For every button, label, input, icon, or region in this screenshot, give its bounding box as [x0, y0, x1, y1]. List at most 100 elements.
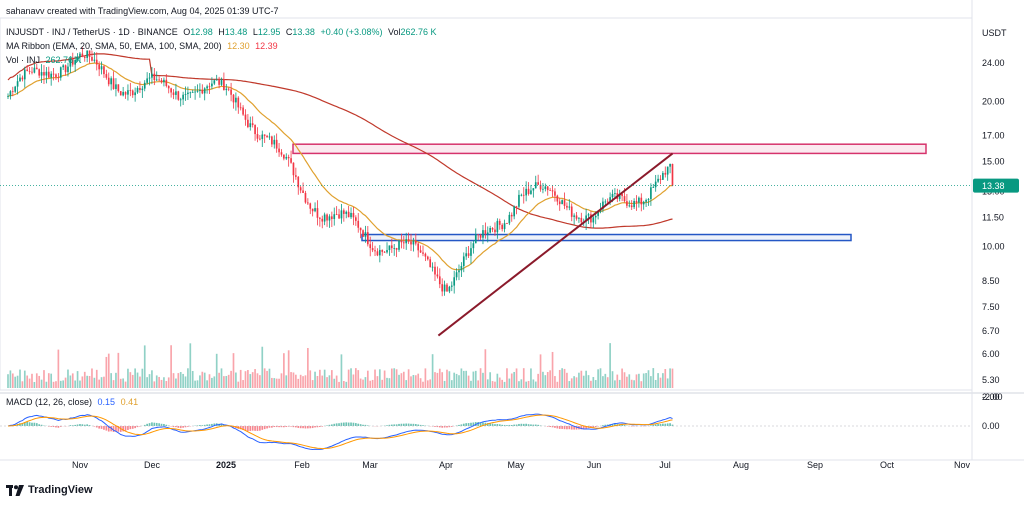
candle-body	[12, 91, 14, 92]
macd-histogram-bar	[182, 426, 184, 428]
macd-histogram-bar	[146, 424, 148, 426]
time-tick-0: Nov	[72, 460, 89, 470]
macd-histogram-bar	[252, 426, 254, 431]
volume-bar	[552, 352, 554, 388]
volume-bar	[393, 368, 395, 388]
volume-bar	[24, 371, 26, 388]
volume-bar	[650, 376, 652, 388]
volume-bar	[533, 379, 535, 388]
candle-body	[410, 242, 412, 245]
candle-body	[444, 285, 446, 292]
candle-body	[110, 78, 112, 84]
candle-body	[415, 241, 417, 244]
candle-body	[53, 74, 55, 75]
volume-bar	[607, 377, 609, 388]
volume-bar	[149, 374, 151, 388]
volume-bar	[506, 368, 508, 388]
volume-bar	[389, 378, 391, 388]
macd-histogram-bar	[161, 424, 163, 426]
candle-body	[657, 179, 659, 182]
candle-body	[501, 225, 503, 229]
macd-histogram-bar	[525, 424, 527, 426]
macd-histogram-bar	[669, 423, 671, 426]
candle-body	[449, 287, 451, 292]
volume-bar	[62, 380, 64, 388]
volume-bar	[293, 372, 295, 388]
volume-bar	[480, 368, 482, 388]
volume-label[interactable]: Vol · INJ	[6, 55, 40, 65]
volume-bar	[489, 372, 491, 388]
candle-body	[547, 186, 549, 190]
ma-ribbon-legend[interactable]: MA Ribbon (EMA, 20, SMA, 50, EMA, 100, S…	[6, 41, 281, 51]
candle-body	[355, 217, 357, 220]
candle-body	[417, 244, 419, 251]
candle-body	[525, 189, 527, 196]
macd-histogram-bar	[341, 423, 343, 426]
macd-histogram-bar	[34, 423, 36, 426]
candle-body	[247, 120, 249, 127]
macd-histogram-bar	[134, 426, 136, 428]
vol-value: 262.76 K	[401, 27, 437, 37]
volume-bar	[523, 368, 525, 388]
volume-bar	[89, 376, 91, 388]
volume-bar	[470, 381, 472, 388]
volume-bar	[355, 368, 357, 388]
candle-body	[528, 189, 530, 194]
candle-body	[489, 228, 491, 233]
macd-histogram-bar	[662, 424, 664, 426]
candle-body	[521, 195, 523, 196]
volume-bar	[283, 353, 285, 388]
symbol-legend[interactable]: INJUSDT · INJ / TetherUS · 1D · BINANCE …	[6, 27, 440, 37]
candle-body	[242, 108, 244, 115]
volume-bar	[53, 382, 55, 388]
candle-body	[425, 254, 427, 257]
macd-signal-line	[8, 415, 673, 449]
volume-bar	[583, 376, 585, 388]
volume-bar	[261, 347, 263, 388]
volume-bar	[269, 369, 271, 388]
volume-bar	[94, 378, 96, 388]
volume-bar	[444, 381, 446, 388]
volume-bar	[580, 371, 582, 388]
macd-histogram-bar	[660, 424, 662, 426]
volume-bar	[420, 378, 422, 388]
time-tick-8: Jul	[659, 460, 671, 470]
candle-body	[326, 214, 328, 220]
candle-body	[115, 84, 117, 89]
candle-body	[643, 202, 645, 205]
symbol-name[interactable]: INJUSDT · INJ / TetherUS · 1D · BINANCE	[6, 27, 178, 37]
macd-histogram-bar	[338, 423, 340, 426]
volume-bar	[101, 377, 103, 388]
volume-bar	[521, 379, 523, 388]
candle-body	[58, 77, 60, 78]
volume-bar	[146, 377, 148, 388]
volume-bar	[242, 380, 244, 388]
candle-body	[533, 188, 535, 190]
candle-body	[592, 217, 594, 222]
time-tick-12: Nov	[954, 460, 971, 470]
volume-bar	[58, 350, 60, 388]
candle-body	[201, 90, 203, 93]
macd-histogram-bar	[571, 426, 573, 430]
candle-body	[353, 213, 355, 217]
macd-histogram-bar	[521, 424, 523, 426]
macd-histogram-bar	[101, 426, 103, 429]
macd-label[interactable]: MACD (12, 26, close)	[6, 397, 92, 407]
candle-body	[556, 196, 558, 202]
ma-ribbon-label[interactable]: MA Ribbon (EMA, 20, SMA, 50, EMA, 100, S…	[6, 41, 222, 51]
tradingview-logo[interactable]: TradingView	[6, 484, 93, 496]
volume-legend[interactable]: Vol · INJ 262.76 K	[6, 55, 85, 65]
volume-bar	[509, 379, 511, 388]
macd-histogram-bar	[106, 426, 108, 431]
macd-histogram-bar	[357, 424, 359, 426]
candle-body	[216, 80, 218, 81]
volume-bar	[19, 370, 21, 388]
candle-body	[41, 72, 43, 76]
candle-body	[233, 95, 235, 103]
volume-bar	[17, 376, 19, 388]
volume-bar	[266, 371, 268, 388]
candle-body	[19, 78, 21, 82]
macd-legend[interactable]: MACD (12, 26, close) 0.15 0.41	[6, 397, 141, 407]
volume-value: 262.76 K	[46, 55, 82, 65]
volume-bar	[206, 380, 208, 388]
